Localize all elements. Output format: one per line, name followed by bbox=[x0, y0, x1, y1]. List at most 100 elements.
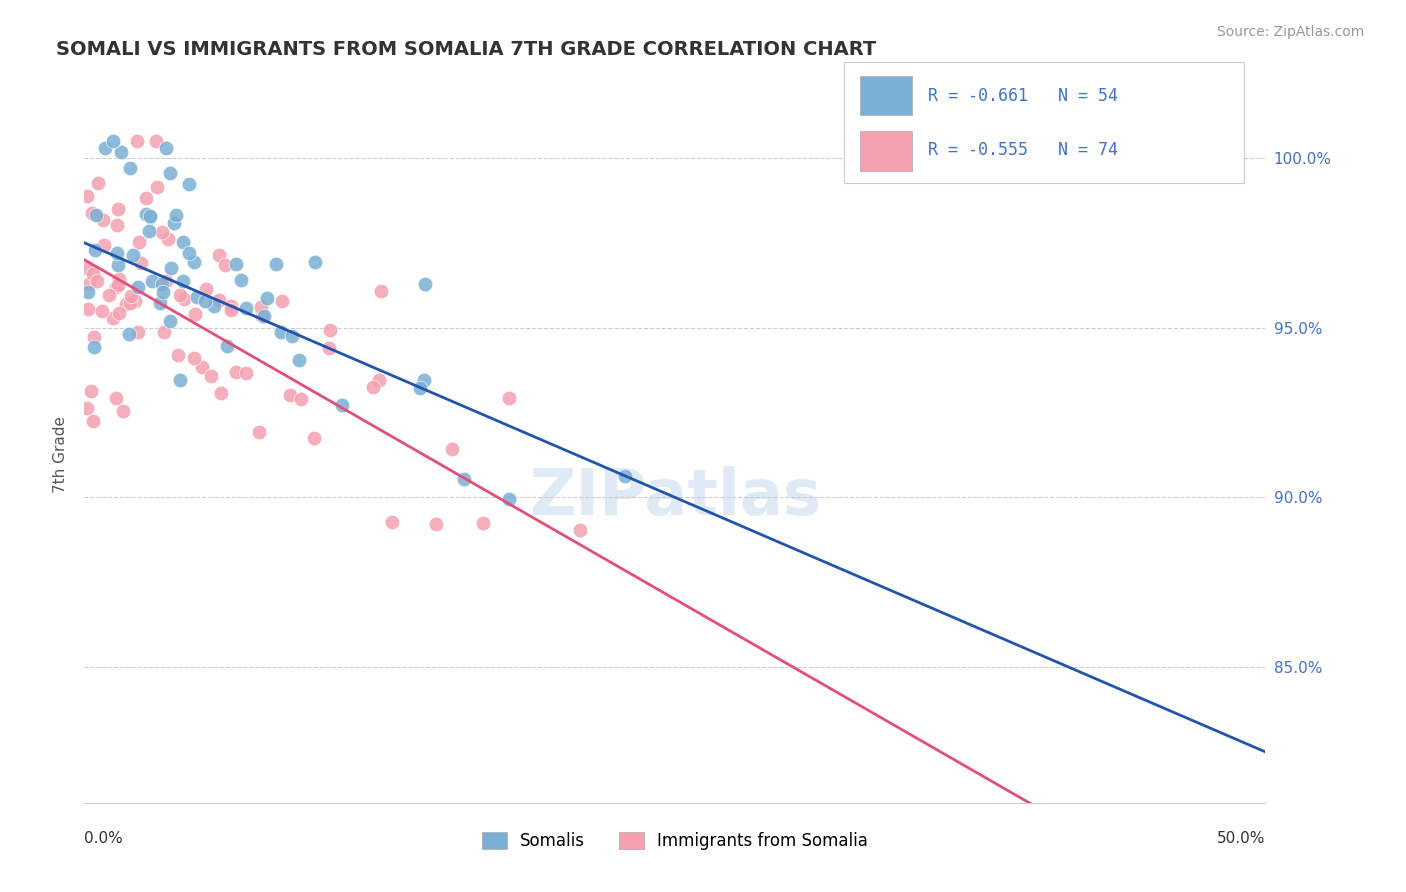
Point bbox=[614, 469, 637, 483]
Point bbox=[413, 277, 436, 291]
Point bbox=[381, 515, 404, 529]
Point bbox=[160, 260, 183, 275]
Point bbox=[194, 282, 217, 296]
Point bbox=[76, 401, 98, 415]
Point bbox=[118, 327, 141, 342]
Point bbox=[253, 309, 276, 323]
Y-axis label: 7th Grade: 7th Grade bbox=[53, 417, 69, 493]
Point bbox=[105, 391, 128, 405]
Point bbox=[152, 285, 174, 299]
Point bbox=[86, 176, 108, 190]
Text: Source: ZipAtlas.com: Source: ZipAtlas.com bbox=[1216, 25, 1364, 39]
Point bbox=[471, 516, 494, 530]
Point bbox=[225, 365, 247, 379]
Point bbox=[288, 352, 311, 367]
Point bbox=[82, 206, 104, 220]
Point bbox=[183, 255, 205, 269]
FancyBboxPatch shape bbox=[859, 131, 911, 171]
Point bbox=[155, 274, 177, 288]
Point bbox=[127, 280, 149, 294]
Point bbox=[93, 238, 115, 252]
Point bbox=[105, 246, 128, 260]
Text: R = -0.661   N = 54: R = -0.661 N = 54 bbox=[928, 87, 1118, 104]
Point bbox=[101, 134, 124, 148]
Point bbox=[208, 293, 231, 308]
Point bbox=[215, 339, 238, 353]
Point bbox=[190, 360, 212, 375]
Point bbox=[235, 301, 257, 315]
Point bbox=[214, 259, 236, 273]
Point bbox=[256, 291, 278, 305]
Point bbox=[145, 180, 167, 194]
Point bbox=[370, 284, 392, 298]
Point bbox=[409, 381, 432, 395]
Point bbox=[304, 255, 326, 269]
Point bbox=[221, 302, 243, 317]
Point bbox=[121, 248, 143, 262]
Point bbox=[76, 189, 98, 203]
Point bbox=[80, 384, 103, 398]
Text: R = -0.555   N = 74: R = -0.555 N = 74 bbox=[928, 141, 1118, 159]
Point bbox=[184, 307, 207, 321]
Point bbox=[159, 166, 181, 180]
Point bbox=[139, 210, 162, 224]
Point bbox=[135, 191, 157, 205]
Point bbox=[120, 161, 142, 176]
Point bbox=[108, 306, 131, 320]
Point bbox=[209, 386, 232, 401]
Point bbox=[179, 177, 201, 191]
Point bbox=[225, 257, 247, 271]
Point bbox=[155, 141, 177, 155]
Point bbox=[124, 294, 146, 309]
Text: 0.0%: 0.0% bbox=[84, 830, 124, 846]
Point bbox=[145, 134, 167, 148]
Point bbox=[264, 256, 287, 270]
Legend: Somalis, Immigrants from Somalia: Somalis, Immigrants from Somalia bbox=[475, 826, 875, 857]
Point bbox=[77, 277, 100, 292]
Point bbox=[169, 373, 191, 387]
Point bbox=[441, 442, 464, 457]
Point bbox=[163, 216, 186, 230]
Point bbox=[425, 517, 447, 532]
Point bbox=[361, 380, 384, 394]
Point bbox=[172, 235, 194, 249]
Point bbox=[105, 280, 128, 294]
Point bbox=[172, 274, 194, 288]
Point bbox=[249, 300, 271, 314]
Point bbox=[186, 289, 208, 303]
Point bbox=[157, 232, 180, 246]
Point bbox=[235, 366, 257, 380]
Point bbox=[150, 277, 173, 291]
Point bbox=[169, 287, 191, 301]
Point bbox=[270, 325, 292, 339]
Point bbox=[82, 267, 104, 281]
Point bbox=[103, 311, 125, 326]
Point bbox=[153, 325, 176, 339]
Point bbox=[167, 348, 190, 362]
Point bbox=[221, 299, 243, 313]
Point bbox=[250, 309, 273, 323]
Point bbox=[183, 351, 205, 365]
Point bbox=[139, 209, 162, 223]
Point bbox=[278, 388, 301, 402]
Point bbox=[129, 256, 152, 270]
Point bbox=[107, 219, 129, 233]
Point bbox=[453, 472, 475, 486]
Text: SOMALI VS IMMIGRANTS FROM SOMALIA 7TH GRADE CORRELATION CHART: SOMALI VS IMMIGRANTS FROM SOMALIA 7TH GR… bbox=[56, 40, 876, 59]
FancyBboxPatch shape bbox=[859, 76, 911, 115]
Point bbox=[208, 248, 231, 262]
Point bbox=[90, 304, 112, 318]
Point bbox=[135, 207, 157, 221]
Point bbox=[110, 145, 132, 159]
Point bbox=[108, 272, 131, 286]
Point bbox=[150, 225, 173, 239]
Point bbox=[173, 292, 195, 306]
Point bbox=[165, 208, 187, 222]
Point bbox=[86, 274, 108, 288]
Point bbox=[128, 235, 150, 250]
Point bbox=[302, 431, 325, 445]
Point bbox=[247, 425, 270, 439]
Point bbox=[111, 404, 134, 418]
Point bbox=[107, 202, 129, 216]
Point bbox=[149, 295, 172, 310]
